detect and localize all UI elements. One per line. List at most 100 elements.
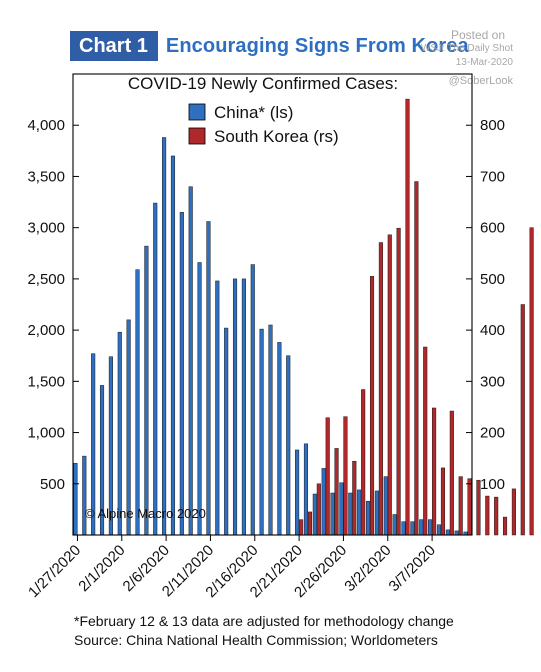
plot-frame: [72, 73, 473, 536]
south-korea-bar: [414, 181, 419, 536]
china-bar: [277, 342, 282, 536]
watermark-source: WSJ: The Daily Shot: [420, 43, 513, 54]
left-axis-tick-label: 1,000: [27, 425, 65, 442]
china-bar: [410, 521, 415, 536]
legend-swatch-south-korea: [188, 127, 206, 145]
china-bar: [268, 324, 273, 536]
south-korea-bar: [352, 460, 357, 536]
x-axis-tick-label: 1/27/2020: [25, 542, 84, 601]
china-bar: [330, 492, 335, 536]
south-korea-bar: [529, 227, 534, 536]
legend-label-china: China* (ls): [214, 103, 293, 122]
china-bar: [206, 221, 211, 536]
china-bar: [428, 519, 433, 536]
left-axis-tick-label: 3,500: [27, 168, 65, 185]
right-axis-tick-label: 400: [480, 322, 505, 339]
legend-label-south-korea: South Korea (rs): [214, 127, 339, 146]
china-bar: [73, 463, 78, 536]
china-bar: [144, 245, 149, 536]
china-bar: [454, 530, 459, 536]
china-bar: [232, 278, 238, 536]
china-bar: [357, 489, 362, 536]
x-axis-tick-label: 3/2/2020: [341, 542, 394, 595]
south-korea-bar: [325, 417, 330, 536]
china-bar: [312, 493, 317, 536]
south-korea-bar: [369, 276, 375, 536]
south-korea-bar: [316, 483, 321, 536]
left-axis-tick-label: 500: [40, 476, 65, 493]
south-korea-bar: [511, 488, 516, 536]
china-bar: [348, 492, 353, 536]
watermark: Posted on WSJ: The Daily Shot 13-Mar-202…: [373, 28, 513, 88]
china-bar: [321, 468, 326, 536]
south-korea-bar: [440, 467, 446, 536]
chart-number-badge: Chart 1: [70, 31, 158, 61]
china-bar: [170, 155, 176, 536]
left-axis-tick-label: 2,500: [27, 271, 65, 288]
x-axis-tick-label: 2/1/2020: [75, 542, 128, 595]
x-axis-tick-label: 3/7/2020: [386, 542, 439, 595]
china-bar: [153, 202, 158, 536]
south-korea-bar: [449, 410, 454, 536]
footnote-source: Source: China National Health Commission…: [74, 632, 438, 648]
china-bar: [250, 264, 255, 536]
left-axis-tick-label: 4,000: [27, 117, 65, 134]
south-korea-bar: [520, 304, 525, 536]
plot-area: [73, 98, 534, 536]
china-bar: [295, 449, 300, 536]
china-bar: [445, 529, 450, 536]
south-korea-bar: [299, 519, 304, 536]
right-axis-tick-label: 600: [480, 220, 505, 237]
china-bar: [117, 331, 122, 536]
watermark-date: 13-Mar-2020: [455, 57, 513, 68]
legend-swatch-china: [188, 103, 206, 121]
china-bar: [215, 280, 220, 536]
south-korea-bar: [334, 448, 339, 536]
south-korea-bar: [467, 478, 472, 536]
china-bar: [286, 355, 291, 536]
legend: China* (ls) South Korea (rs): [188, 103, 339, 146]
china-bar: [383, 476, 388, 536]
chart-header: Chart 1 Encouraging Signs From Korea: [70, 31, 469, 61]
left-axis-tick-label: 3,000: [27, 220, 65, 237]
china-bar: [224, 327, 229, 536]
right-axis-tick-label: 500: [480, 271, 505, 288]
south-korea-bar: [405, 98, 410, 536]
south-korea-bar: [476, 479, 481, 536]
south-korea-bar: [423, 346, 428, 536]
china-bar: [197, 262, 202, 536]
footnote-methodology: *February 12 & 13 data are adjusted for …: [74, 613, 454, 629]
china-bar: [339, 482, 344, 536]
china-bar: [179, 212, 184, 536]
south-korea-bar: [432, 407, 437, 536]
south-korea-bar: [361, 389, 366, 536]
south-korea-bar: [396, 227, 401, 536]
right-axis-tick-label: 700: [480, 168, 505, 185]
china-bar: [401, 521, 406, 536]
china-bar: [303, 443, 309, 536]
watermark-posted-on: Posted on: [450, 28, 505, 42]
chart-title: Encouraging Signs From Korea: [165, 34, 469, 57]
china-bar: [188, 186, 193, 536]
south-korea-bar: [378, 242, 383, 536]
china-bar: [135, 269, 140, 536]
china-bar: [392, 514, 397, 536]
right-axis-tick-label: 200: [480, 425, 505, 442]
china-bar: [126, 319, 131, 536]
right-axis-tick-label: 800: [480, 117, 505, 134]
south-korea-bar: [307, 511, 313, 536]
china-bar: [241, 278, 246, 536]
right-axis-tick-label: 300: [480, 373, 505, 390]
china-bar: [436, 524, 442, 536]
south-korea-bar: [458, 476, 463, 536]
footnotes: *February 12 & 13 data are adjusted for …: [74, 612, 454, 650]
china-bar: [365, 500, 371, 536]
south-korea-bar: [343, 416, 348, 536]
left-axis-tick-label: 2,000: [27, 322, 65, 339]
chart-subtitle: COVID-19 Newly Confirmed Cases:: [128, 74, 398, 93]
right-axis-tick-label: 100: [480, 476, 505, 493]
left-axis-tick-label: 1,500: [27, 373, 65, 390]
watermark-handle: @SoberLook: [448, 75, 513, 87]
copyright-annotation: © Alpine Macro 2020: [85, 506, 206, 521]
south-korea-bar: [502, 516, 508, 536]
